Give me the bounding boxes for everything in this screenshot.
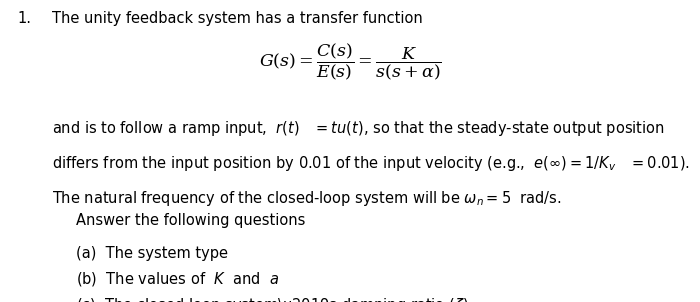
Text: The unity feedback system has a transfer function: The unity feedback system has a transfer… (52, 11, 424, 26)
Text: and is to follow a ramp input,  $r(t)$   $= tu(t)$, so that the steady-state out: and is to follow a ramp input, $r(t)$ $=… (52, 119, 665, 138)
Text: Answer the following questions: Answer the following questions (76, 213, 305, 228)
Text: (b)  The values of  $K$  and  $a$: (b) The values of $K$ and $a$ (76, 270, 279, 288)
Text: $G(s) = \dfrac{C(s)}{E(s)} = \dfrac{K}{s(s+\alpha)}$: $G(s) = \dfrac{C(s)}{E(s)} = \dfrac{K}{s… (258, 42, 442, 82)
Text: differs from the input position by 0.01 of the input velocity (e.g.,  $e(\infty): differs from the input position by 0.01 … (52, 154, 691, 173)
Text: (a)  The system type: (a) The system type (76, 246, 228, 261)
Text: 1.: 1. (18, 11, 32, 26)
Text: The natural frequency of the closed-loop system will be $\omega_n = 5$  rad/s.: The natural frequency of the closed-loop… (52, 189, 562, 208)
Text: (c)  The closed-loop system\u2019s damping ratio ($\zeta$): (c) The closed-loop system\u2019s dampin… (76, 296, 468, 302)
